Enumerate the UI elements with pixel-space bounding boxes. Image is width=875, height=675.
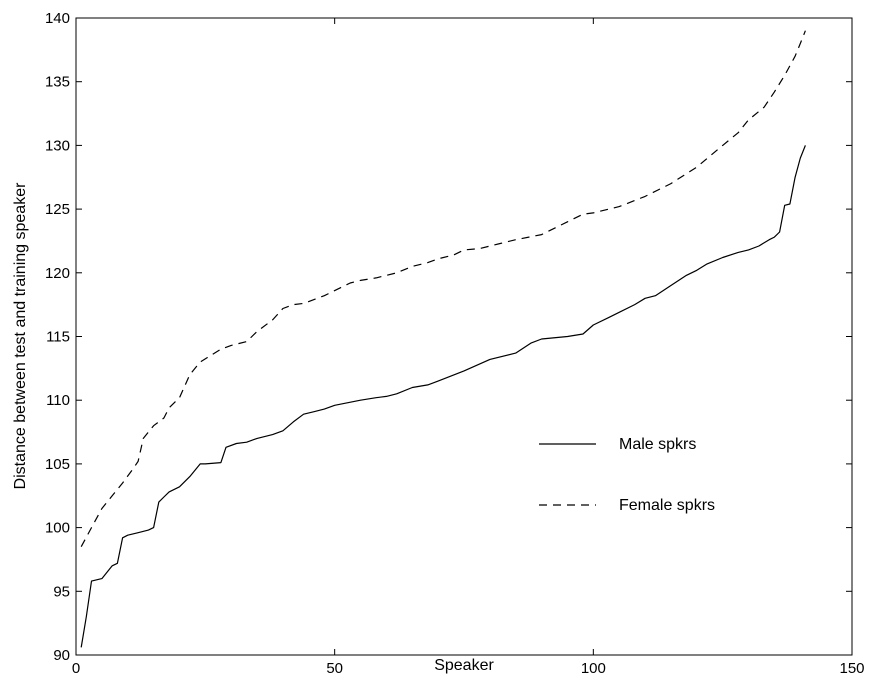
x-axis-ticks: 0 50 100 150 — [72, 18, 865, 675]
x-tick-label: 100 — [581, 660, 606, 675]
series-layer — [80, 30, 806, 648]
y-tick-label: 125 — [45, 201, 70, 218]
legend: Male spkrs Female spkrs — [539, 436, 715, 514]
y-tick-label: 100 — [45, 520, 70, 537]
female-series-line — [80, 30, 806, 547]
x-tick-label: 0 — [72, 660, 80, 675]
y-tick-label: 105 — [45, 456, 70, 473]
y-tick-label: 95 — [53, 583, 70, 600]
x-axis-label: Speaker — [434, 657, 494, 674]
y-tick-label: 140 — [45, 10, 70, 27]
x-tick-label: 150 — [839, 660, 864, 675]
y-tick-label: 130 — [45, 137, 70, 154]
y-axis-ticks: 90 95 100 105 110 115 120 125 130 135 140 — [45, 10, 852, 664]
legend-label-female: Female spkrs — [619, 497, 715, 514]
y-tick-label: 135 — [45, 74, 70, 91]
y-tick-label: 90 — [53, 647, 70, 664]
male-series-line — [80, 145, 806, 648]
y-axis-label: Distance between test and training speak… — [12, 182, 29, 490]
y-tick-label: 120 — [45, 265, 70, 282]
plot-frame — [75, 17, 853, 656]
x-tick-label: 50 — [326, 660, 343, 675]
legend-label-male: Male spkrs — [619, 436, 696, 453]
y-tick-label: 115 — [46, 329, 70, 346]
y-tick-label: 110 — [46, 392, 70, 409]
